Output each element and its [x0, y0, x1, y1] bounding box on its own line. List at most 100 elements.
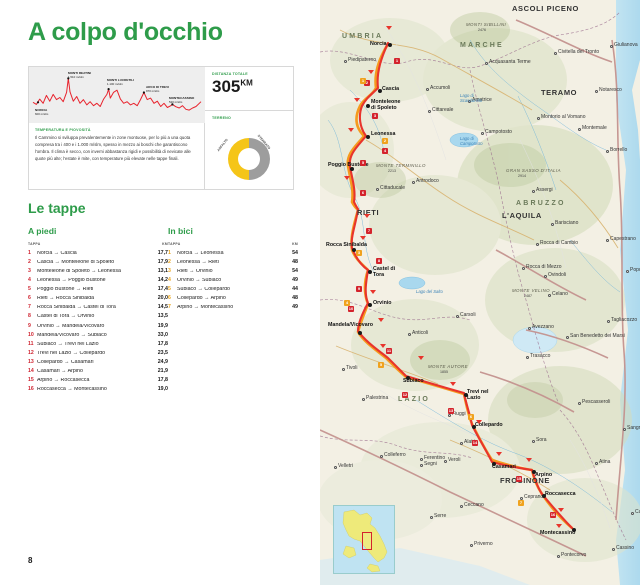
stage-row[interactable]: 10 Mandela/Vicovaro → Subiaco 33,0	[28, 331, 168, 340]
stage-row[interactable]: 11 Subiaco → Trevi nel Lazio 17,8	[28, 340, 168, 349]
map-bike-stage-badge[interactable]: 1	[360, 78, 366, 84]
stage-row[interactable]: 5 Subiaco → Collepardo 44	[168, 285, 298, 294]
map-town-dot	[470, 544, 473, 547]
map-stage-dot[interactable]	[368, 303, 372, 307]
stage-distance: 44	[292, 286, 298, 293]
map-walk-stage-badge[interactable]: 16	[550, 512, 556, 518]
stage-distance: 23,5	[157, 349, 168, 356]
stage-row[interactable]: 5 Poggio Bustone → Rieti 17,4	[28, 285, 168, 294]
map-stage-dot[interactable]	[492, 462, 496, 466]
inset-map-italy[interactable]	[333, 505, 395, 574]
stage-row[interactable]: 1 Norcia → Leonessa 54	[168, 249, 298, 258]
map-route-direction-arrow	[378, 318, 384, 322]
stage-row[interactable]: 7 Arpino → Montecassino 49	[168, 303, 298, 312]
map-stage-dot[interactable]	[472, 425, 476, 429]
stage-row[interactable]: 16 Roccasecca → Montecassino 19,0	[28, 385, 168, 394]
stage-row[interactable]: 4 Leonessa → Poggio Bustone 14,2	[28, 276, 168, 285]
map-walk-stage-badge[interactable]: 5	[360, 160, 366, 166]
stage-row[interactable]: 15 Arpino → Roccasecca 17,8	[28, 376, 168, 385]
col-header-km: KM	[162, 242, 168, 246]
stage-name: Rieti → Rocca Sinibalda	[37, 296, 95, 302]
stage-row[interactable]: 8 Castel di Tora → Orvinio 13,5	[28, 313, 168, 322]
map-stage-dot[interactable]	[366, 135, 370, 139]
map-town-dot	[376, 188, 379, 191]
map-stage-dot[interactable]	[572, 528, 576, 532]
map-bike-stage-badge[interactable]: 4	[344, 300, 350, 306]
map-town-dot	[430, 516, 433, 519]
map-stage-dot[interactable]	[366, 104, 370, 108]
map-stage-dot[interactable]	[464, 393, 468, 397]
stage-name: Collepardo → Casamari	[37, 359, 94, 365]
stage-row[interactable]: 12 Trevi nel Lazio → Collepardo 23,5	[28, 349, 168, 358]
stage-number: 4	[28, 277, 31, 284]
map-town-dot	[460, 505, 463, 508]
map-bike-stage-badge[interactable]: 3	[356, 250, 362, 256]
inset-highlight-rect	[362, 532, 372, 550]
map-stage-dot[interactable]	[406, 376, 410, 380]
stage-row[interactable]: 4 Orvinio → Subiaco 49	[168, 276, 298, 285]
stage-distance: 17,8	[157, 376, 168, 383]
map-town-dot	[522, 267, 525, 270]
stage-column-a-piedi: A piedi TAPPA KM 1 Norcia → Cascia 17,7 2 Ca…	[28, 226, 168, 394]
stage-row[interactable]: 3 Rieti → Orvinio 54	[168, 267, 298, 276]
map-walk-stage-badge[interactable]: 12	[402, 392, 408, 398]
map-town-dot	[448, 414, 451, 417]
stage-row[interactable]: 7 Rocca Sinibalda → Castel di Tora 14,5	[28, 303, 168, 312]
stage-number: 2	[168, 258, 171, 265]
stage-row[interactable]: 6 Rieti → Rocca Sinibalda 20,0	[28, 294, 168, 303]
map-stage-dot[interactable]	[542, 494, 546, 498]
map-stage-dot[interactable]	[350, 167, 354, 171]
map-town-dot	[557, 555, 560, 558]
map-walk-stage-badge[interactable]: 3	[372, 113, 378, 119]
stage-number: 3	[28, 268, 31, 275]
stage-number: 5	[168, 286, 171, 293]
stage-row[interactable]: 1 Norcia → Cascia 17,7	[28, 249, 168, 258]
map-walk-stage-badge[interactable]: 14	[472, 440, 478, 446]
info-card-left: NORCIA 600 m/slm MONTI REATINI 1.510 m/s…	[29, 67, 205, 189]
stage-row[interactable]: 6 Collepardo → Arpino 48	[168, 294, 298, 303]
total-distance-value: 305KM	[212, 77, 253, 96]
map-stage-dot[interactable]	[368, 270, 372, 274]
page-title: A colpo d'occhio	[28, 18, 223, 46]
map-walk-stage-badge[interactable]: 9	[356, 286, 362, 292]
map-walk-stage-badge[interactable]: 1	[394, 58, 400, 64]
terrain-donut-chart: ASFALTO STERRATO	[216, 129, 279, 189]
map-stage-dot[interactable]	[532, 470, 536, 474]
stage-column-in-bici: In bici TAPPA KM 1 Norcia → Leonessa 54 2 Le…	[168, 226, 298, 313]
map-walk-stage-badge[interactable]: 10	[348, 306, 354, 312]
map-bike-stage-badge[interactable]: 7	[518, 500, 524, 506]
stage-row[interactable]: 9 Orvinio → Mandela/Vicovaro 19,9	[28, 322, 168, 331]
stage-row[interactable]: 14 Casamari → Arpino 21,9	[28, 367, 168, 376]
map-stage-dot[interactable]	[378, 89, 382, 93]
map-town-dot	[607, 320, 610, 323]
map-panel[interactable]: UMBRIA MARCHE ABRUZZO LAZIO ASCOLI PICENO TER…	[320, 0, 640, 585]
map-town-dot	[551, 223, 554, 226]
stage-number: 11	[28, 340, 34, 347]
map-town-dot	[420, 458, 423, 461]
map-bike-stage-badge[interactable]: 6	[468, 414, 474, 420]
stage-name: Rocca Sinibalda → Castel di Tora	[37, 305, 116, 311]
stage-distance: 19,0	[157, 386, 168, 393]
map-walk-stage-badge[interactable]: 15	[516, 476, 522, 482]
stage-row[interactable]: 2 Cascia → Monteleone di Spoleto 17,9	[28, 258, 168, 267]
stage-row[interactable]: 2 Leonessa → Rieti 48	[168, 258, 298, 267]
map-walk-stage-badge[interactable]: 11	[386, 348, 392, 354]
stage-name: Collepardo → Arpino	[177, 296, 226, 302]
stage-row[interactable]: 13 Collepardo → Casamari 24,9	[28, 358, 168, 367]
map-town-dot	[412, 181, 415, 184]
stage-number: 7	[168, 304, 171, 311]
map-bike-stage-badge[interactable]: 5	[378, 362, 384, 368]
map-stage-dot[interactable]	[358, 331, 362, 335]
map-route-direction-arrow	[386, 26, 392, 30]
map-bike-stage-badge[interactable]: 2	[382, 138, 388, 144]
map-walk-stage-badge[interactable]: 2	[364, 80, 370, 86]
map-stage-dot[interactable]	[388, 43, 392, 47]
map-walk-stage-badge[interactable]: 4	[382, 148, 388, 154]
map-stage-dot[interactable]	[352, 248, 356, 252]
map-walk-stage-badge[interactable]: 8	[376, 258, 382, 264]
map-walk-stage-badge[interactable]: 13	[448, 408, 454, 414]
map-town-dot	[408, 333, 411, 336]
map-walk-stage-badge[interactable]: 7	[366, 228, 372, 234]
stage-row[interactable]: 3 Monteleone di Spoleto → Leonessa 13,1	[28, 267, 168, 276]
map-walk-stage-badge[interactable]: 6	[360, 190, 366, 196]
